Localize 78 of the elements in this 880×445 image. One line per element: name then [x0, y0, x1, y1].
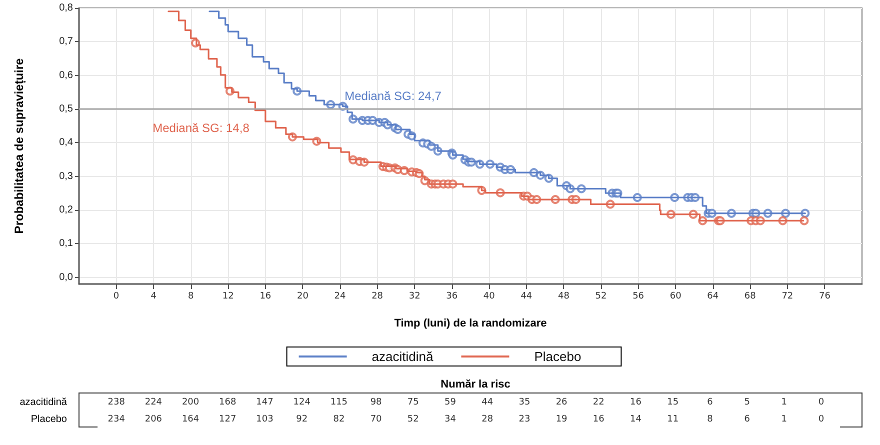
y-tick-label: 0,2	[59, 204, 74, 216]
y-tick-label: 0,8	[59, 2, 74, 14]
x-tick-label: 44	[520, 292, 532, 302]
x-axis-title: Timp (luni) de la randomizare	[394, 318, 547, 330]
data-label: 11	[667, 414, 679, 424]
y-tick-label: 0,4	[59, 137, 74, 148]
y-tick-label: azacitidină	[20, 397, 68, 408]
data-label: 147	[256, 398, 274, 408]
data-label: 19	[556, 414, 568, 424]
data-label: 28	[482, 414, 494, 424]
x-tick-label: 28	[372, 292, 384, 302]
data-label: 22	[592, 398, 604, 408]
legend-label: Placebo	[534, 349, 582, 364]
legend-label: azacitidină	[372, 349, 434, 364]
data-label: 6	[744, 414, 750, 424]
x-tick-label: 76	[818, 292, 831, 302]
data-label: 26	[556, 398, 568, 408]
annotation: Mediană SG: 14,8	[152, 121, 250, 135]
data-label: 98	[370, 398, 382, 408]
x-tick-label: 32	[408, 292, 420, 302]
data-label: 44	[482, 398, 494, 408]
x-tick-label: 36	[446, 292, 458, 302]
x-tick-label: 12	[222, 292, 234, 302]
x-tick-label: 48	[558, 292, 570, 302]
x-tick-label: 68	[744, 292, 756, 302]
y-tick-label: Placebo	[30, 414, 68, 425]
data-label: 16	[592, 414, 605, 424]
data-label: 35	[518, 398, 530, 408]
data-label: 52	[407, 414, 419, 424]
y-axis-title: Probabilitatea de supraviețuire	[12, 58, 26, 234]
x-tick-label: 4	[150, 292, 157, 302]
data-label: 115	[330, 398, 348, 408]
x-tick-label: 64	[707, 292, 719, 302]
data-label: 5	[744, 398, 750, 408]
data-label: 206	[144, 414, 162, 424]
data-label: 59	[444, 398, 456, 408]
data-label: 127	[219, 414, 236, 424]
data-label: 234	[108, 414, 126, 424]
data-label: 16	[630, 398, 642, 408]
y-tick-label: 0,5	[59, 103, 74, 114]
y-tick-label: 0,1	[59, 238, 74, 250]
y-tick-label: 0,6	[59, 70, 74, 81]
data-label: 224	[144, 398, 162, 408]
data-label: 14	[630, 414, 642, 424]
data-label: 168	[219, 398, 237, 408]
y-tick-label: 0,0	[59, 272, 74, 283]
data-label: 0	[818, 398, 824, 408]
data-label: 15	[667, 398, 679, 408]
data-label: 6	[707, 398, 714, 408]
data-label: 70	[370, 414, 382, 424]
x-tick-label: 16	[260, 292, 272, 302]
data-label: 23	[518, 414, 530, 424]
data-label: 34	[444, 414, 456, 424]
data-label: 0	[818, 414, 824, 424]
x-tick-label: 8	[188, 292, 194, 302]
data-label: 1	[781, 414, 788, 424]
y-tick-label: 0,7	[59, 36, 74, 48]
data-label: 124	[293, 398, 311, 408]
annotation: Mediană SG: 24,7	[344, 89, 442, 103]
data-label: 8	[707, 414, 714, 424]
data-label: 1	[781, 398, 788, 408]
chart-title: Număr la risc	[440, 378, 510, 390]
data-label: 92	[296, 414, 308, 424]
x-tick-label: 52	[595, 292, 607, 302]
data-label: 200	[182, 398, 200, 408]
data-label: 82	[333, 414, 345, 424]
x-tick-label: 72	[782, 292, 794, 302]
x-tick-label: 0	[113, 292, 120, 302]
data-label: 103	[256, 414, 274, 424]
data-label: 164	[182, 414, 200, 424]
y-tick-label: 0,3	[59, 170, 74, 182]
data-label: 75	[407, 398, 419, 408]
x-tick-label: 56	[632, 292, 644, 302]
x-tick-label: 40	[483, 292, 496, 302]
data-label: 238	[108, 398, 126, 408]
x-tick-label: 20	[296, 292, 309, 302]
x-tick-label: 24	[334, 292, 346, 302]
x-tick-label: 60	[670, 292, 682, 302]
